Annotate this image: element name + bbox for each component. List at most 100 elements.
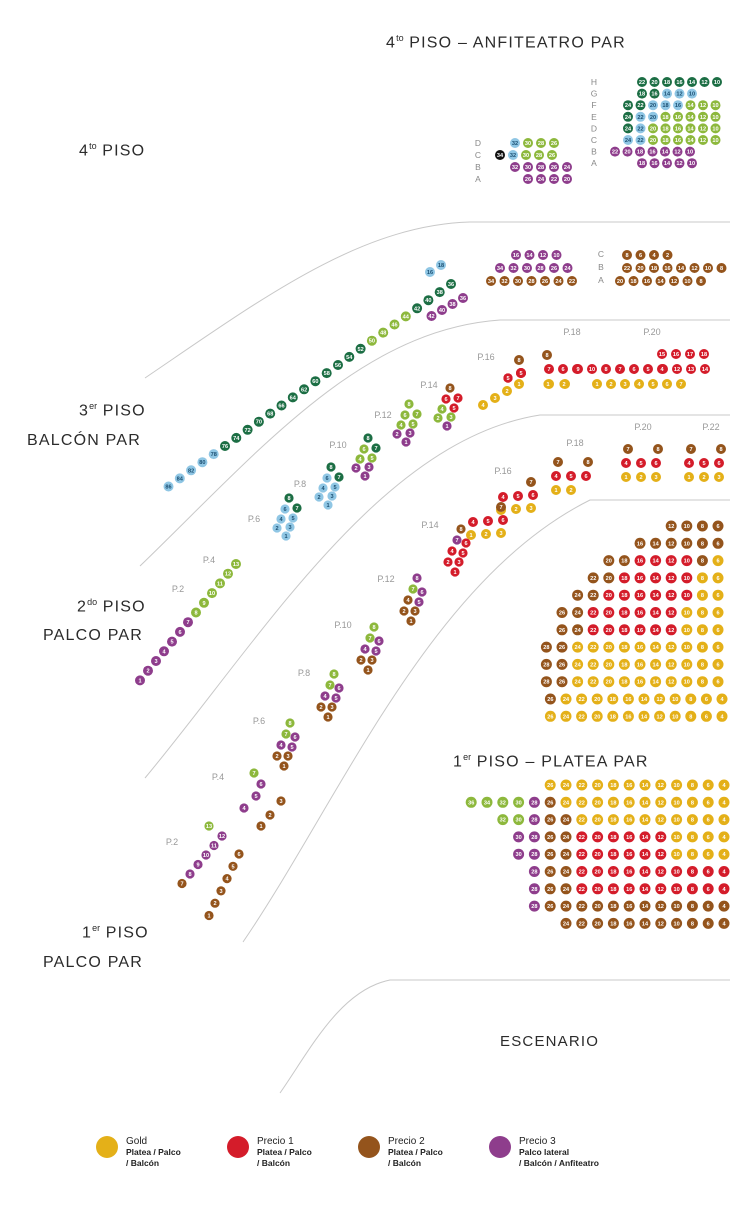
seat[interactable]: 20 xyxy=(603,555,615,567)
seat[interactable]: 6 xyxy=(712,658,724,670)
seat[interactable]: 6 xyxy=(441,394,451,404)
seat[interactable]: 14 xyxy=(650,537,662,549)
seat[interactable]: 18 xyxy=(607,693,619,705)
seat[interactable]: 84 xyxy=(174,473,185,484)
seat[interactable]: 2 xyxy=(443,557,453,567)
seat[interactable]: 22 xyxy=(610,146,620,157)
seat[interactable]: 24 xyxy=(560,831,572,843)
seat[interactable]: 24 xyxy=(560,900,572,912)
seat[interactable]: 14 xyxy=(685,123,696,134)
seat[interactable]: 18 xyxy=(660,123,671,134)
seat[interactable]: 8 xyxy=(404,399,414,409)
seat[interactable]: 7 xyxy=(408,584,418,594)
seat[interactable]: 15 xyxy=(657,349,667,359)
seat[interactable]: 10 xyxy=(669,710,681,722)
seat[interactable]: 26 xyxy=(544,831,556,843)
seat[interactable]: 26 xyxy=(544,883,556,895)
seat[interactable]: 56 xyxy=(333,360,343,370)
seat[interactable]: 28 xyxy=(528,848,540,860)
seat[interactable]: 16 xyxy=(623,883,635,895)
seat[interactable]: 7 xyxy=(183,617,193,628)
seat[interactable]: 24 xyxy=(560,883,572,895)
seat[interactable]: 3 xyxy=(327,491,337,501)
seat[interactable]: 10 xyxy=(671,866,683,877)
seat[interactable]: 14 xyxy=(650,607,662,618)
seat[interactable]: 2 xyxy=(481,529,491,539)
seat[interactable]: 28 xyxy=(540,658,552,670)
seat[interactable]: 18 xyxy=(607,779,619,791)
seat[interactable]: 2 xyxy=(502,386,512,396)
seat[interactable]: 5 xyxy=(513,491,523,501)
seat[interactable]: 82 xyxy=(186,465,197,476)
seat[interactable]: 7 xyxy=(526,477,536,487)
seat[interactable]: 20 xyxy=(649,77,660,87)
seat[interactable]: 18 xyxy=(618,555,630,567)
seat[interactable]: 14 xyxy=(650,676,662,688)
seat[interactable]: 12 xyxy=(665,555,677,567)
seat[interactable]: 24 xyxy=(560,917,572,929)
seat[interactable]: 32 xyxy=(510,138,520,148)
seat[interactable]: 14 xyxy=(639,917,651,929)
seat[interactable]: 8 xyxy=(445,383,455,393)
seat[interactable]: 2 xyxy=(636,472,646,482)
seat[interactable]: 20 xyxy=(592,848,604,860)
seat[interactable]: 16 xyxy=(623,900,635,912)
seat[interactable]: 6 xyxy=(714,458,724,468)
seat[interactable]: 6 xyxy=(712,537,724,549)
seat[interactable]: 3 xyxy=(490,393,500,403)
seat[interactable]: 10 xyxy=(671,814,683,826)
seat[interactable]: 24 xyxy=(560,779,572,791)
seat[interactable]: 32 xyxy=(510,162,520,172)
seat[interactable]: 3 xyxy=(367,655,377,665)
seat[interactable]: 26 xyxy=(556,641,568,653)
seat[interactable]: 10 xyxy=(681,676,693,688)
seat[interactable]: 14 xyxy=(639,814,651,826)
seat[interactable]: 9 xyxy=(573,364,583,374)
seat[interactable]: 18 xyxy=(660,100,671,111)
seat[interactable]: 3 xyxy=(276,796,286,806)
seat[interactable]: 1 xyxy=(281,531,291,541)
seat[interactable]: 3 xyxy=(364,462,374,472)
seat[interactable]: 30 xyxy=(513,848,525,860)
seat[interactable]: 10 xyxy=(587,364,597,374)
seat[interactable]: 28 xyxy=(528,866,540,877)
seat[interactable]: 3 xyxy=(446,412,456,422)
seat[interactable]: 4 xyxy=(718,796,730,808)
seat[interactable]: 22 xyxy=(587,572,599,584)
seat[interactable]: 40 xyxy=(437,305,447,315)
seat[interactable]: 26 xyxy=(544,866,556,877)
seat[interactable]: 42 xyxy=(426,311,437,321)
seat[interactable]: 16 xyxy=(623,866,635,877)
seat[interactable]: 5 xyxy=(414,597,424,607)
seat[interactable]: 6 xyxy=(712,572,724,584)
seat[interactable]: 8 xyxy=(696,624,708,636)
seat[interactable]: 4 xyxy=(320,691,330,701)
seat[interactable]: 2 xyxy=(316,702,326,712)
seat[interactable]: 12 xyxy=(654,710,666,722)
seat[interactable]: 2 xyxy=(662,250,673,260)
seat[interactable]: 12 xyxy=(655,866,667,877)
seat[interactable]: 8 xyxy=(329,669,339,679)
seat[interactable]: 26 xyxy=(556,607,568,618)
seat[interactable]: 5 xyxy=(288,513,298,523)
seat[interactable]: 3 xyxy=(151,656,161,666)
seat[interactable]: 20 xyxy=(648,100,658,111)
seat[interactable]: 7 xyxy=(281,729,291,739)
seat[interactable]: 4 xyxy=(276,514,286,524)
seat[interactable]: 3 xyxy=(496,528,506,538)
seat[interactable]: 12 xyxy=(689,263,700,273)
seat[interactable]: 16 xyxy=(622,693,634,705)
seat[interactable]: 8 xyxy=(685,693,697,705)
seat[interactable]: 20 xyxy=(603,607,615,618)
seat[interactable]: 8 xyxy=(456,524,466,534)
seat[interactable]: 6 xyxy=(175,626,185,637)
seat[interactable]: 16 xyxy=(622,710,634,722)
seat[interactable]: 6 xyxy=(702,848,714,860)
seat[interactable]: 16 xyxy=(623,814,635,826)
seat[interactable]: 3 xyxy=(283,751,293,761)
seat[interactable]: 16 xyxy=(623,917,635,929)
seat[interactable]: 18 xyxy=(607,848,619,860)
seat[interactable]: 12 xyxy=(698,111,708,122)
seat[interactable]: 6 xyxy=(374,636,384,646)
seat[interactable]: 24 xyxy=(572,641,584,653)
